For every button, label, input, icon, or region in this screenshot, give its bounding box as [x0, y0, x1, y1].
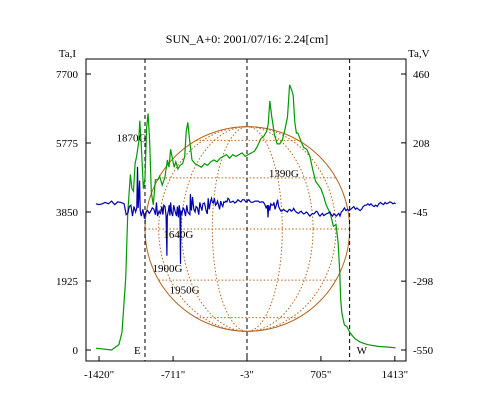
left-axis-title: Ta,I: [59, 48, 77, 60]
field-annotation-2: 1390G: [269, 168, 299, 180]
longitude-line-1: [211, 126, 283, 332]
right-tick-label: 208: [413, 138, 430, 150]
left-tick-label: 1925: [56, 276, 79, 288]
west-limb-label: W: [357, 345, 368, 357]
left-tick-label: 5775: [56, 138, 79, 150]
field-annotation-1: 1870G: [116, 133, 146, 145]
left-tick-label: 3850: [56, 207, 79, 219]
left-tick-label: 0: [73, 345, 79, 357]
x-tick-label: 1413": [382, 369, 409, 381]
right-axis-title: Ta,V: [408, 48, 430, 60]
axes: -1420" -711" -3" 705" 1413" 7700 5775 3850 1925 0…: [56, 69, 434, 381]
longitude-line-2: [181, 126, 314, 332]
x-tick-label: -711": [161, 369, 185, 381]
annotations: 1870G 1390G 1640G 1900G 1950G: [116, 133, 298, 297]
chart-title: SUN_A+0: 2001/07/16: 2.24[cm]: [166, 32, 328, 46]
stokes-i-line: [95, 84, 396, 351]
right-tick-label: -550: [413, 345, 434, 357]
field-annotation-4: 1900G: [152, 263, 182, 275]
x-tick-label: -1420": [84, 369, 114, 381]
stokes-v-line: [95, 166, 396, 264]
right-tick-label: -45: [413, 207, 428, 219]
right-tick-label: -298: [413, 276, 434, 288]
longitude-line-3: [158, 126, 337, 332]
right-tick-label: 460: [413, 69, 430, 81]
east-limb-label: E: [134, 345, 141, 357]
field-annotation-5: 1950G: [170, 284, 200, 296]
x-tick-label: 705": [310, 369, 331, 381]
x-tick-label: -3": [240, 369, 254, 381]
field-annotation-3: 1640G: [163, 229, 193, 241]
plot-frame: [85, 58, 407, 362]
solar-disk-grid: [144, 126, 351, 332]
series-layer: [95, 84, 396, 351]
left-tick-label: 7700: [56, 69, 79, 81]
